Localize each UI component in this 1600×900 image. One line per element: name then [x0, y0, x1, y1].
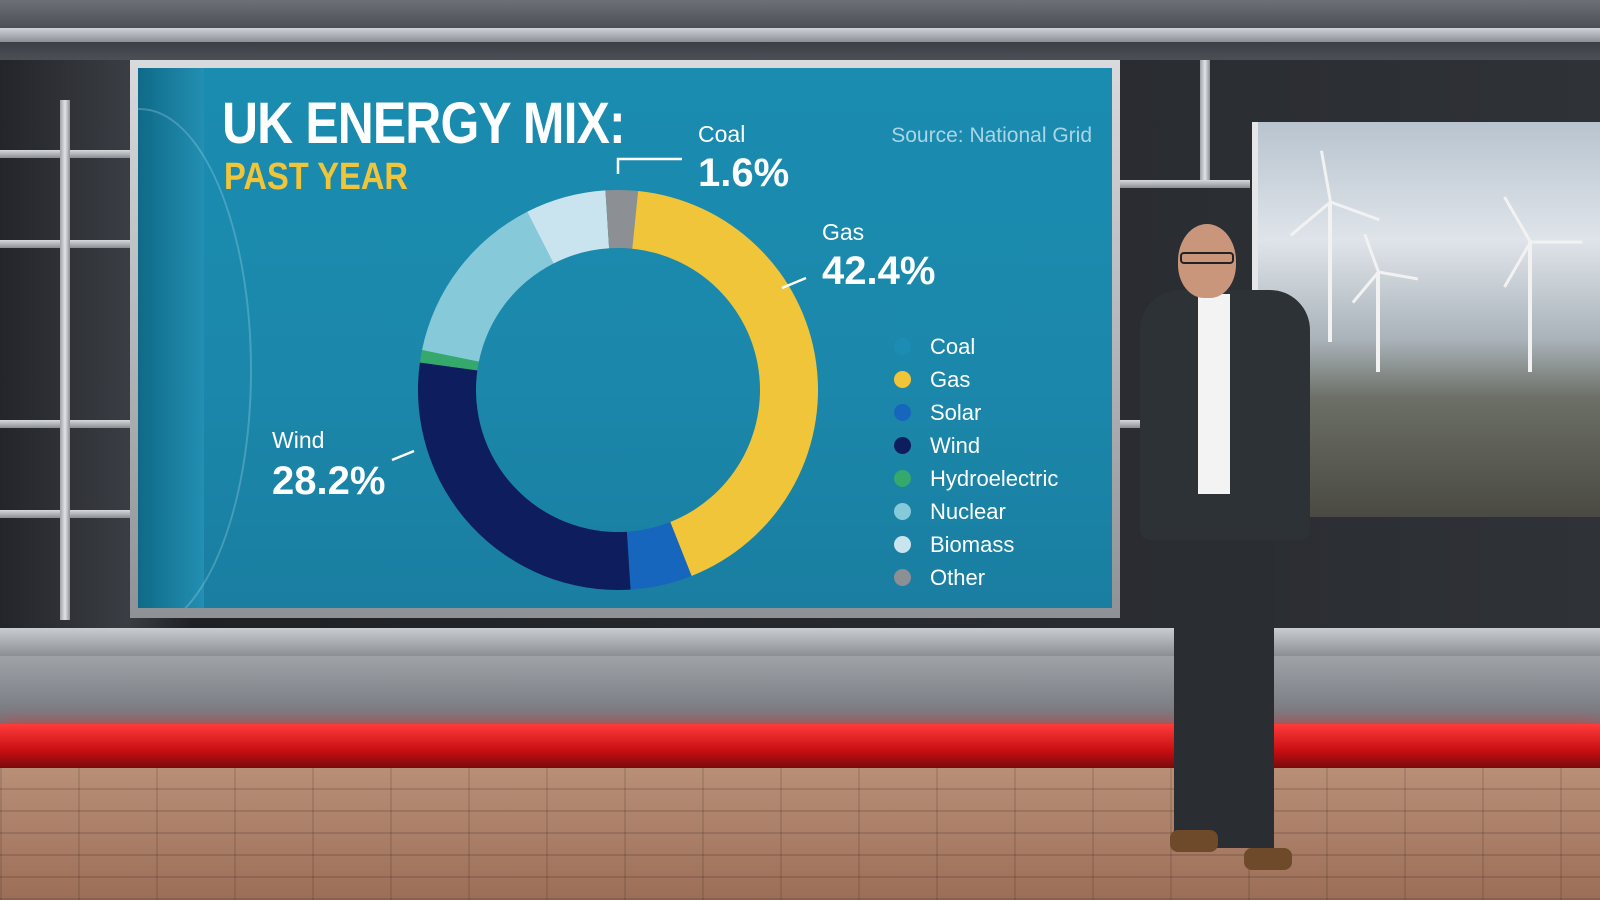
wind-callout-value: 28.2% [272, 459, 385, 503]
donut-slice-solar [626, 522, 692, 590]
legend-label: Hydroelectric [930, 465, 1059, 491]
legend-label: Other [930, 564, 986, 590]
studio-desk-top [0, 628, 1600, 656]
legend-swatch [894, 371, 911, 388]
presenter-figure [1140, 218, 1340, 900]
gas-callout-name: Gas [822, 219, 864, 245]
donut-slice-hydroelectric [419, 350, 479, 371]
legend-label: Nuclear [930, 498, 1006, 524]
legend-swatch [894, 404, 911, 421]
donut-slice-biomass [527, 190, 610, 264]
chart-legend: Coal Gas Solar Wind Hydroelectric Nuclea… [894, 330, 1058, 594]
coal-callout-value: 1.6% [698, 151, 789, 195]
donut-slice-wind [418, 362, 631, 590]
chart-subtitle: PAST YEAR [224, 156, 409, 198]
legend-item-hydroelectric: Hydroelectric [894, 462, 1058, 495]
donut-slice-gas [632, 191, 818, 576]
chart-screen: UK ENERGY MIX: PAST YEAR Source: Nationa… [138, 68, 1112, 608]
wind-callout-name: Wind [272, 427, 324, 453]
wind-leader-line [391, 449, 415, 462]
chart-title: UK ENERGY MIX: [222, 91, 626, 156]
coal-callout-name: Coal [698, 121, 745, 147]
wall-post [1200, 60, 1210, 180]
legend-swatch [894, 470, 911, 487]
donut-slice-nuclear [422, 211, 554, 362]
legend-item-wind: Wind [894, 429, 1058, 462]
studio-desk-body [0, 656, 1600, 726]
donut-callouts: Coal 1.6% Gas 42.4% Wind 28.2% [272, 121, 935, 503]
presenter-head [1178, 224, 1236, 298]
legend-swatch [894, 503, 911, 520]
donut-chart: Coal 1.6% Gas 42.4% Wind 28.2% [272, 121, 935, 590]
video-wall-frame: UK ENERGY MIX: PAST YEAR Source: Nationa… [130, 60, 1120, 618]
studio-red-light-strip [0, 724, 1600, 768]
presenter-legs [1174, 518, 1274, 848]
donut-slice-coal [618, 190, 639, 249]
legend-item-coal: Coal [894, 330, 1058, 363]
legend-label: Biomass [930, 531, 1015, 557]
legend-label: Gas [930, 366, 971, 392]
presenter-glasses [1180, 252, 1234, 264]
legend-swatch [894, 569, 911, 586]
gas-leader-line [781, 276, 807, 290]
legend-label: Wind [930, 432, 981, 458]
legend-label: Coal [930, 333, 976, 359]
legend-item-nuclear: Nuclear [894, 495, 1058, 528]
legend-swatch [894, 536, 911, 553]
legend-item-biomass: Biomass [894, 528, 1058, 561]
studio-wood-floor [0, 768, 1600, 900]
legend-swatch [894, 437, 911, 454]
wall-rail [1120, 180, 1250, 188]
presenter-shoe [1244, 848, 1292, 870]
coal-leader-line [616, 157, 682, 174]
presenter-shoe [1170, 830, 1218, 852]
legend-item-gas: Gas [894, 363, 1058, 396]
chart-source: Source: National Grid [891, 124, 1092, 147]
gas-callout-value: 42.4% [822, 249, 935, 293]
donut-slices [418, 190, 818, 590]
legend-label: Solar [930, 399, 982, 425]
legend-swatch [894, 338, 911, 355]
wall-post [60, 100, 70, 620]
legend-item-solar: Solar [894, 396, 1058, 429]
presenter-shirt [1198, 294, 1230, 494]
donut-slice-other [605, 190, 618, 249]
legend-item-other: Other [894, 561, 1058, 594]
ceiling-beam [0, 28, 1600, 42]
